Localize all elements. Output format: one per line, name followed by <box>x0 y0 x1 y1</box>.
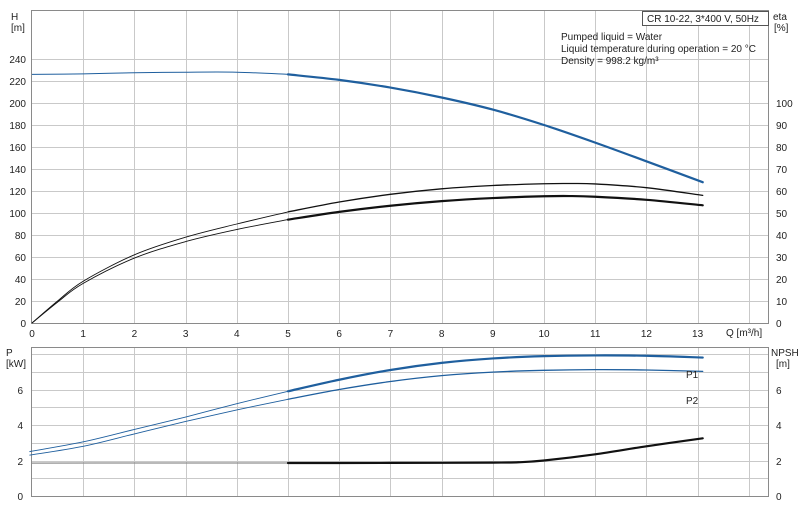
top-y-left-tick-label: 20 <box>15 297 27 308</box>
top-y-right-tick-label: 90 <box>776 121 788 132</box>
note-liquid-temperature: Liquid temperature during operation = 20… <box>561 44 756 55</box>
top-y-left-tick-label: 140 <box>9 165 26 176</box>
top-x-tick-label: 5 <box>285 329 291 340</box>
note-pumped-liquid: Pumped liquid = Water <box>561 32 663 43</box>
top-ylabel-right-line1: eta <box>773 12 787 23</box>
bottom-ylabel-left-line2: [kW] <box>6 359 26 370</box>
series-layer <box>29 72 702 463</box>
top-y-left-tick-label: 160 <box>9 143 26 154</box>
top-x-tick-label: 12 <box>641 329 653 340</box>
top-y-right-tick-label: 20 <box>776 275 788 286</box>
top-y-left-tick-label: 200 <box>9 99 26 110</box>
series-label-p1: P1 <box>686 370 699 381</box>
top-x-tick-label: 2 <box>132 329 138 340</box>
bottom-y-right-tick-label: 4 <box>776 421 782 432</box>
note-density: Density = 998.2 kg/m³ <box>561 56 659 67</box>
npsh-curve <box>32 438 703 463</box>
top-y-right-tick-label: 50 <box>776 209 788 220</box>
bottom-y-left-tick-label: 4 <box>17 421 23 432</box>
bottom-ylabel-left-line1: P <box>6 348 13 359</box>
eta-curve-lower <box>32 196 703 323</box>
top-y-right-tick-label: 0 <box>776 319 782 330</box>
top-y-right-tick-label: 70 <box>776 165 788 176</box>
bottom-y-right-tick-label: 0 <box>776 492 782 503</box>
top-x-tick-label: 1 <box>80 329 86 340</box>
npsh-curve-bold-part <box>288 438 703 463</box>
top-y-left-tick-label: 180 <box>9 121 26 132</box>
top-x-tick-label: 7 <box>388 329 394 340</box>
bottom-ylabel-right-line1: NPSH <box>771 348 799 359</box>
top-y-right-tick-label: 30 <box>776 253 788 264</box>
p2-curve <box>29 370 702 456</box>
head-curve-thin-part <box>32 72 288 74</box>
top-y-right-tick-label: 60 <box>776 187 788 198</box>
p2-curve-bold-part <box>288 370 703 400</box>
top-y-left-tick-label: 120 <box>9 187 26 198</box>
top-ylabel-right-line2: [%] <box>774 23 789 34</box>
top-x-tick-label: 10 <box>538 329 550 340</box>
head-curve <box>32 72 703 182</box>
top-y-left-tick-label: 0 <box>20 319 26 330</box>
bottom-y-left-tick-label: 6 <box>17 386 23 397</box>
bottom-ylabel-right-line2: [m] <box>776 359 790 370</box>
bottom-y-right-tick-label: 2 <box>776 457 782 468</box>
top-x-tick-label: 3 <box>183 329 189 340</box>
p1-curve-bold-part <box>288 355 703 391</box>
eta-curve-upper <box>32 183 703 323</box>
bottom-y-left-tick-label: 2 <box>17 457 23 468</box>
top-x-tick-label: 13 <box>692 329 704 340</box>
top-x-tick-label: 4 <box>234 329 240 340</box>
top-y-right-tick-label: 40 <box>776 231 788 242</box>
top-y-right-tick-label: 10 <box>776 297 788 308</box>
title-box-text: CR 10-22, 3*400 V, 50Hz <box>647 14 759 25</box>
eta-curve-upper-thin-part <box>32 212 288 323</box>
top-x-tick-label: 11 <box>590 329 601 340</box>
top-y-right-tick-label: 80 <box>776 143 788 154</box>
top-y-left-tick-label: 220 <box>9 77 26 88</box>
top-ylabel-left-line2: [m] <box>11 23 25 34</box>
top-x-tick-label: 9 <box>490 329 496 340</box>
series-label-p2: P2 <box>686 396 699 407</box>
head-curve-bold-part <box>288 74 703 182</box>
top-y-left-tick-label: 100 <box>9 209 26 220</box>
top-y-right-tick-label: 100 <box>776 99 793 110</box>
top-y-left-tick-label: 80 <box>15 231 27 242</box>
top-x-tick-label: 6 <box>336 329 342 340</box>
top-xlabel: Q [m³/h] <box>726 328 762 339</box>
bottom-y-right-tick-label: 6 <box>776 386 782 397</box>
top-x-tick-label: 0 <box>29 329 35 340</box>
top-x-tick-label: 8 <box>439 329 445 340</box>
grid-layer <box>32 11 768 496</box>
top-ylabel-left-line1: H <box>11 12 18 23</box>
top-y-left-tick-label: 40 <box>15 275 27 286</box>
bottom-y-left-tick-label: 0 <box>17 492 23 503</box>
top-y-left-tick-label: 60 <box>15 253 27 264</box>
top-y-left-tick-label: 240 <box>9 55 26 66</box>
p1-curve-thin-part <box>29 391 288 451</box>
